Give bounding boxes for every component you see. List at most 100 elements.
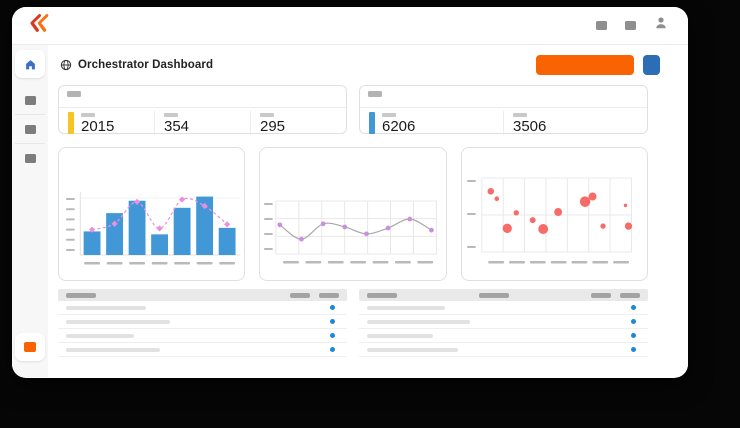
stat-value: 2015 [81,117,115,135]
sidebar-item-2[interactable] [15,114,45,143]
table-header [58,289,347,301]
y-axis-ticks [466,180,476,248]
column-header-placeholder [319,292,339,298]
stat-card-title [360,86,647,108]
header-actions [536,55,660,75]
placeholder-icon [24,124,36,134]
y-axis-ticks [65,198,75,251]
column-header-placeholder [367,292,397,298]
brand-logo[interactable] [28,12,50,39]
row-action-dot[interactable] [631,333,636,338]
bubble [553,208,562,217]
bar [128,200,146,255]
diamond-marker [224,221,231,228]
circle-marker [342,224,348,230]
title-placeholder [368,91,382,97]
bubble [600,223,606,229]
circle-marker [407,216,413,222]
page-header: Orchestrator Dashboard [48,45,688,85]
row-action-dot[interactable] [330,305,335,310]
topbar [12,7,688,45]
table-row[interactable] [58,343,347,357]
bubble [513,210,519,216]
row-action-dot[interactable] [631,347,636,352]
grid [480,177,632,253]
x-axis-labels [84,262,236,265]
app-window: Orchestrator Dashboard 2015 [12,7,688,378]
topbar-placeholder-icon-2[interactable] [625,21,636,30]
topbar-placeholder-icon-1[interactable] [596,21,607,30]
bar [151,234,169,255]
stat-value: 354 [164,117,190,135]
data-table-1 [58,289,347,357]
bubble [487,188,494,195]
line-chart-card [259,147,447,281]
grid [275,200,438,255]
bubble [624,222,632,230]
column-header-placeholder [479,292,509,298]
diamond-marker [179,196,186,203]
sidebar-nav-group [15,86,45,172]
bubble-chart [466,177,632,264]
secondary-action-button[interactable] [643,55,660,75]
stat-kpi: 3506 [503,111,647,135]
bubble [494,196,499,202]
cell-text-placeholder [66,305,146,310]
column-header-placeholder [290,292,310,298]
circle-marker [429,227,435,233]
row-action-dot[interactable] [330,319,335,324]
row-action-dot[interactable] [631,319,636,324]
stat-kpi: 6206 [360,111,503,135]
bar-chart-card [58,147,246,281]
page-title: Orchestrator Dashboard [78,59,214,71]
sidebar-item-home[interactable] [15,50,45,78]
user-icon[interactable] [654,16,668,35]
circle-marker [277,222,283,228]
label-placeholder [513,112,527,117]
circle-marker [364,231,370,237]
stat-card-2: 6206 3506 [359,85,648,135]
sidebar-item-3[interactable] [15,143,45,172]
globe-icon [60,59,72,71]
bubble [529,217,536,224]
stat-value: 3506 [513,117,547,135]
bubble [502,223,512,234]
sidebar-item-bottom[interactable] [15,333,45,361]
bubble-chart-card [460,147,648,281]
stat-kpi: 295 [250,111,346,135]
bubble [623,203,627,208]
primary-action-button[interactable] [536,55,634,75]
table-row[interactable] [58,315,347,329]
bubble [537,224,548,235]
table-row[interactable] [359,329,648,343]
table-header [359,289,648,301]
diamond-marker [201,202,208,210]
row-action-dot[interactable] [631,305,636,310]
cell-text-placeholder [367,319,470,324]
cell-text-placeholder [367,347,458,352]
bar [173,207,191,255]
circle-marker [321,221,326,227]
stat-cards-row: 2015 354 295 [48,85,688,135]
table-row[interactable] [359,343,648,357]
charts-row [48,147,688,281]
tables-row [48,289,688,357]
column-header-placeholder [66,292,96,298]
table-row[interactable] [58,329,347,343]
label-placeholder [81,112,95,117]
column-header-placeholder [591,292,611,298]
cell-text-placeholder [367,333,433,338]
label-placeholder [164,112,178,117]
stat-value: 295 [260,117,286,135]
row-action-dot[interactable] [330,347,335,352]
column-header-placeholder [620,292,640,298]
row-action-dot[interactable] [330,333,335,338]
cell-text-placeholder [367,305,445,310]
sidebar-item-1[interactable] [15,86,45,114]
table-row[interactable] [359,301,648,315]
bar [83,231,101,255]
data-table-2 [359,289,648,357]
table-row[interactable] [359,315,648,329]
table-row[interactable] [58,301,347,315]
bar-series [83,196,236,255]
